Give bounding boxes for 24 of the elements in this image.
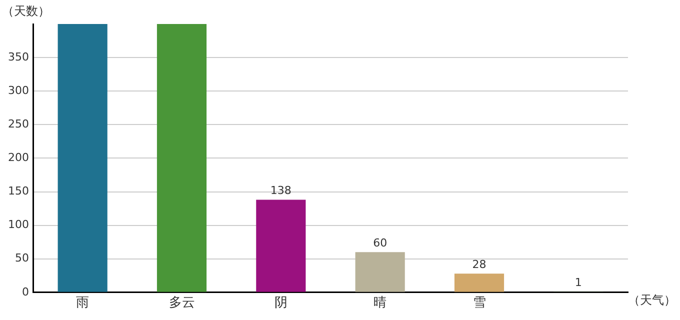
y-tick-label: 200 (8, 151, 29, 164)
bar (355, 252, 405, 292)
x-tick-label: 多云 (168, 296, 195, 311)
bar (58, 24, 108, 292)
bar (454, 274, 504, 292)
data-label: 28 (472, 258, 486, 271)
x-tick-label: 雪 (472, 296, 486, 311)
y-tick-label: 100 (8, 218, 29, 232)
y-tick-label: 0 (22, 285, 29, 298)
y-tick-label: 250 (8, 118, 29, 131)
y-axis-title: （天数） (2, 4, 50, 18)
data-label: 1 (574, 276, 582, 290)
bar (256, 200, 306, 292)
y-tick-label: 150 (8, 184, 29, 198)
data-label: 60 (373, 236, 388, 250)
x-tick-label: 晴 (374, 296, 387, 311)
y-tick-label: 300 (8, 84, 29, 97)
y-tick-label: 50 (15, 252, 29, 265)
y-tick-label: 350 (8, 50, 29, 64)
data-label: 138 (270, 184, 292, 198)
bar (156, 24, 207, 292)
x-tick-label: 阴 (274, 296, 288, 311)
x-axis-title: （天气） (628, 293, 676, 308)
x-tick-label: 雨 (76, 296, 90, 311)
